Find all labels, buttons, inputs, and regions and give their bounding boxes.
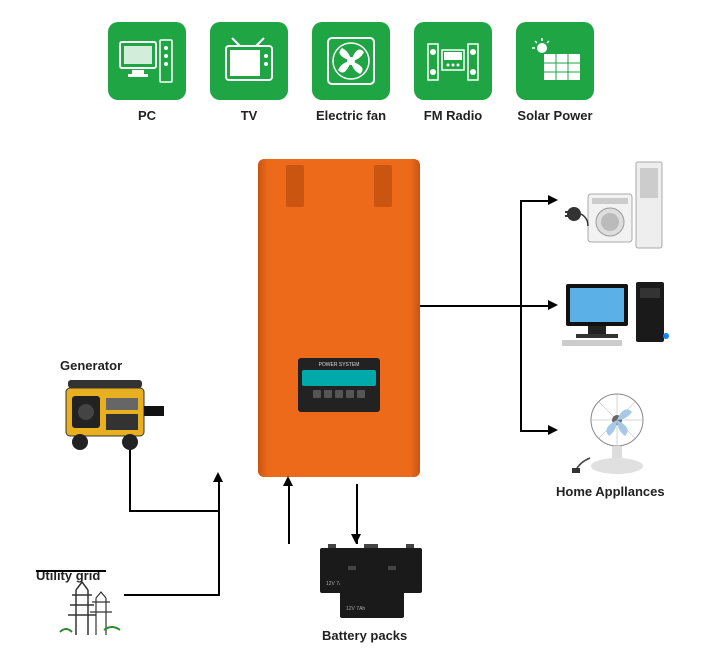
appliances-label: Home Appllances (556, 484, 665, 499)
diagram-canvas: PC TV Electric fan FM Radio Solar Power (0, 0, 711, 666)
top-icons-row: PC TV Electric fan FM Radio Solar Power (108, 22, 594, 123)
utility-grid-icon (56, 580, 126, 640)
pc-icon (108, 22, 186, 100)
appliance-fan (572, 388, 662, 478)
fan-icon (312, 22, 390, 100)
icon-label: Solar Power (517, 108, 592, 123)
icon-fan: Electric fan (312, 22, 390, 123)
inverter-unit (258, 159, 420, 477)
appliance-computer (558, 278, 678, 348)
radio-icon (414, 22, 492, 100)
icon-radio: FM Radio (414, 22, 492, 123)
icon-pc: PC (108, 22, 186, 123)
icon-tv: TV (210, 22, 288, 123)
appliance-ac (560, 160, 670, 250)
generator-icon (58, 378, 168, 459)
solar-icon (516, 22, 594, 100)
inverter-control-panel: POWER SYSTEM (298, 358, 380, 412)
icon-solar: Solar Power (516, 22, 594, 123)
generator-label: Generator (60, 358, 122, 373)
icon-label: FM Radio (424, 108, 483, 123)
battery-packs: 12V 7Ah 12V 7Ah 12V 7Ah (300, 548, 450, 618)
tv-icon (210, 22, 288, 100)
icon-label: PC (138, 108, 156, 123)
icon-label: TV (241, 108, 258, 123)
battery-label: Battery packs (322, 628, 407, 643)
inverter-screen (302, 370, 376, 386)
icon-label: Electric fan (316, 108, 386, 123)
